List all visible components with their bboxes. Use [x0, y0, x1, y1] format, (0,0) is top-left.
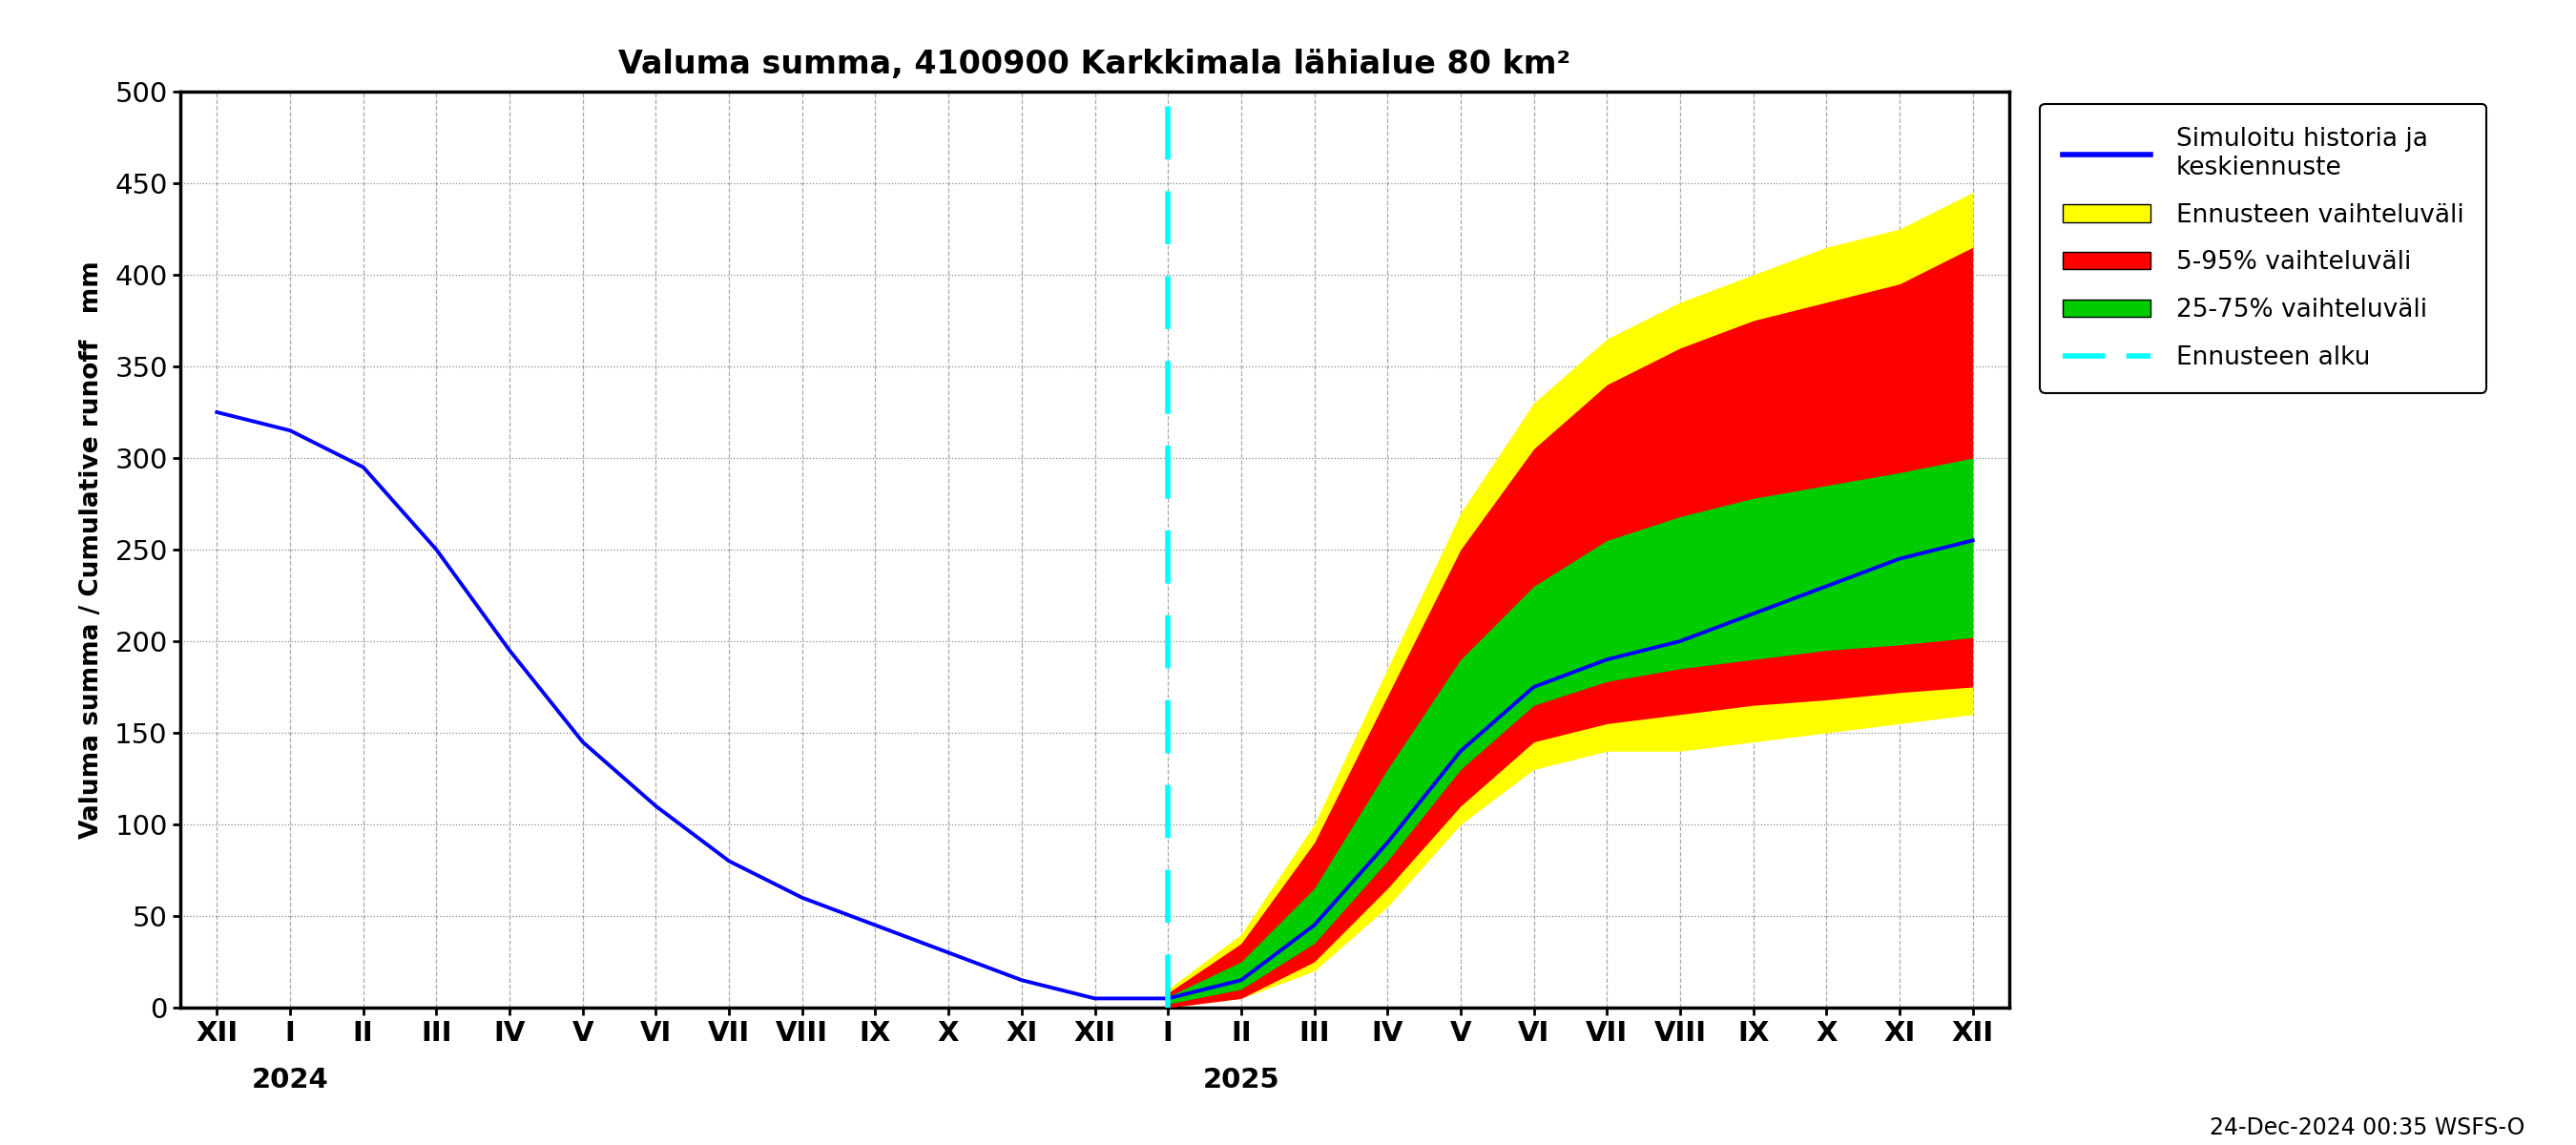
Y-axis label: Valuma summa / Cumulative runoff   mm: Valuma summa / Cumulative runoff mm [80, 261, 103, 838]
Text: 2025: 2025 [1203, 1067, 1280, 1093]
Legend: Simuloitu historia ja
keskiennuste, Ennusteen vaihteluväli, 5-95% vaihteluväli, : Simuloitu historia ja keskiennuste, Ennu… [2040, 104, 2486, 393]
Text: 24-Dec-2024 00:35 WSFS-O: 24-Dec-2024 00:35 WSFS-O [2210, 1116, 2524, 1139]
Text: 2024: 2024 [252, 1067, 330, 1093]
Title: Valuma summa, 4100900 Karkkimala lähialue 80 km²: Valuma summa, 4100900 Karkkimala lähialu… [618, 48, 1571, 80]
